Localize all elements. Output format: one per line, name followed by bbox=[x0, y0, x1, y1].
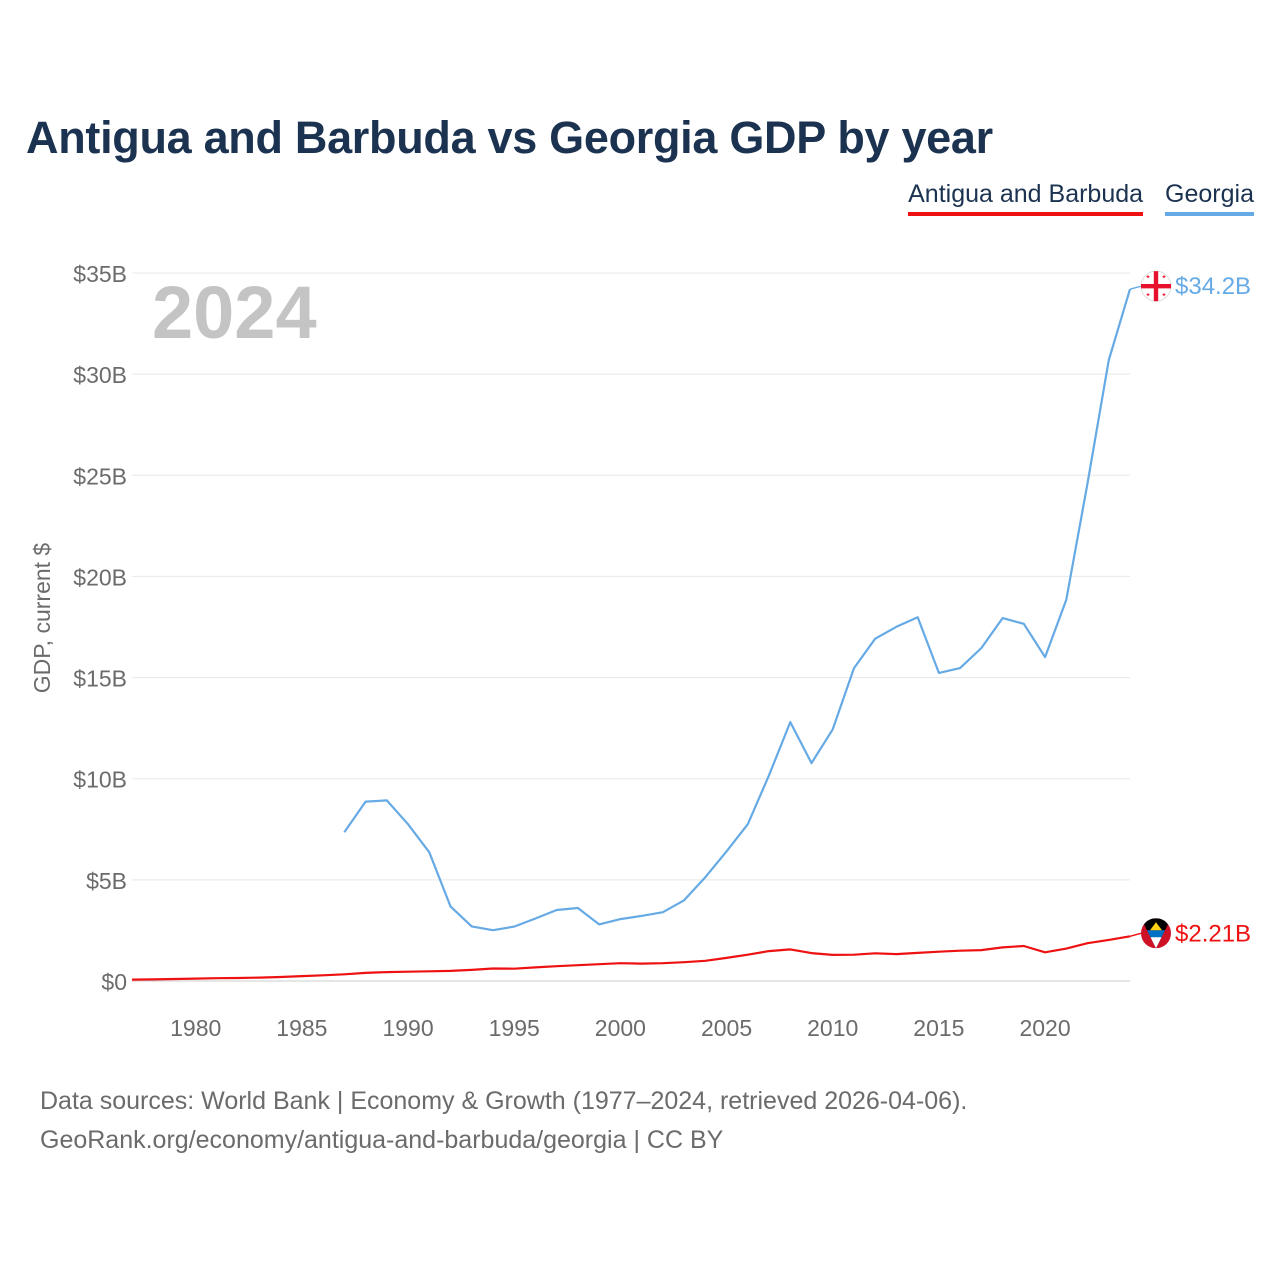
data-source-note: Data sources: World Bank | Economy & Gro… bbox=[40, 1082, 967, 1160]
series-line-antigua-and-barbuda bbox=[131, 935, 1131, 981]
y-tick-label: $30B bbox=[73, 362, 127, 388]
x-tick-label: 1990 bbox=[382, 1015, 433, 1041]
x-tick-label: 2015 bbox=[913, 1015, 964, 1041]
y-axis-ticks: $0 $5B $10B $15B $20B $25B $30B $35B bbox=[73, 261, 127, 995]
series-line-georgia bbox=[343, 288, 1132, 932]
y-tick-label: $0 bbox=[101, 969, 127, 995]
x-tick-label: 1985 bbox=[276, 1015, 327, 1041]
y-tick-label: $10B bbox=[73, 767, 127, 793]
antigua-and-barbuda-flag-icon bbox=[1141, 918, 1171, 949]
y-tick-label: $25B bbox=[73, 463, 127, 489]
chart-title: Antigua and Barbuda vs Georgia GDP by ye… bbox=[26, 112, 993, 163]
georgia-end-value-label: $34.2B bbox=[1175, 273, 1251, 300]
x-tick-label: 1995 bbox=[489, 1015, 540, 1041]
antigua-and-barbuda-end-value-label: $2.21B bbox=[1175, 920, 1251, 947]
y-tick-label: $5B bbox=[86, 868, 127, 894]
legend: Antigua and Barbuda Georgia bbox=[908, 180, 1254, 216]
georgia-flag-icon bbox=[1140, 270, 1172, 302]
x-tick-label: 1980 bbox=[170, 1015, 221, 1041]
grid-lines bbox=[132, 272, 1130, 982]
series-lines bbox=[131, 285, 1142, 981]
chart-area: 2024 GDP, current $ $0 $5B $10B $15B $20B $25… bbox=[29, 261, 1251, 1041]
x-tick-label: 2020 bbox=[1019, 1015, 1070, 1041]
year-label: 2024 bbox=[152, 271, 317, 354]
x-axis-ticks: 1980 1985 1990 1995 2000 2005 2010 2015 2020 bbox=[170, 1015, 1071, 1041]
legend-item-georgia[interactable]: Georgia bbox=[1165, 180, 1254, 216]
x-tick-label: 2010 bbox=[807, 1015, 858, 1041]
y-tick-label: $20B bbox=[73, 564, 127, 590]
source-line-1: Data sources: World Bank | Economy & Gro… bbox=[40, 1087, 968, 1115]
source-line-2[interactable]: GeoRank.org/economy/antigua-and-barbuda/… bbox=[40, 1126, 724, 1154]
legend-item-antigua-and-barbuda[interactable]: Antigua and Barbuda bbox=[908, 180, 1144, 216]
x-tick-label: 2005 bbox=[701, 1015, 752, 1041]
y-tick-label: $15B bbox=[73, 666, 127, 692]
leader-line-1 bbox=[1129, 285, 1142, 290]
leader-line-0 bbox=[1129, 932, 1142, 938]
y-tick-label: $35B bbox=[73, 261, 127, 287]
x-tick-label: 2000 bbox=[595, 1015, 646, 1041]
y-axis-label: GDP, current $ bbox=[29, 543, 55, 694]
